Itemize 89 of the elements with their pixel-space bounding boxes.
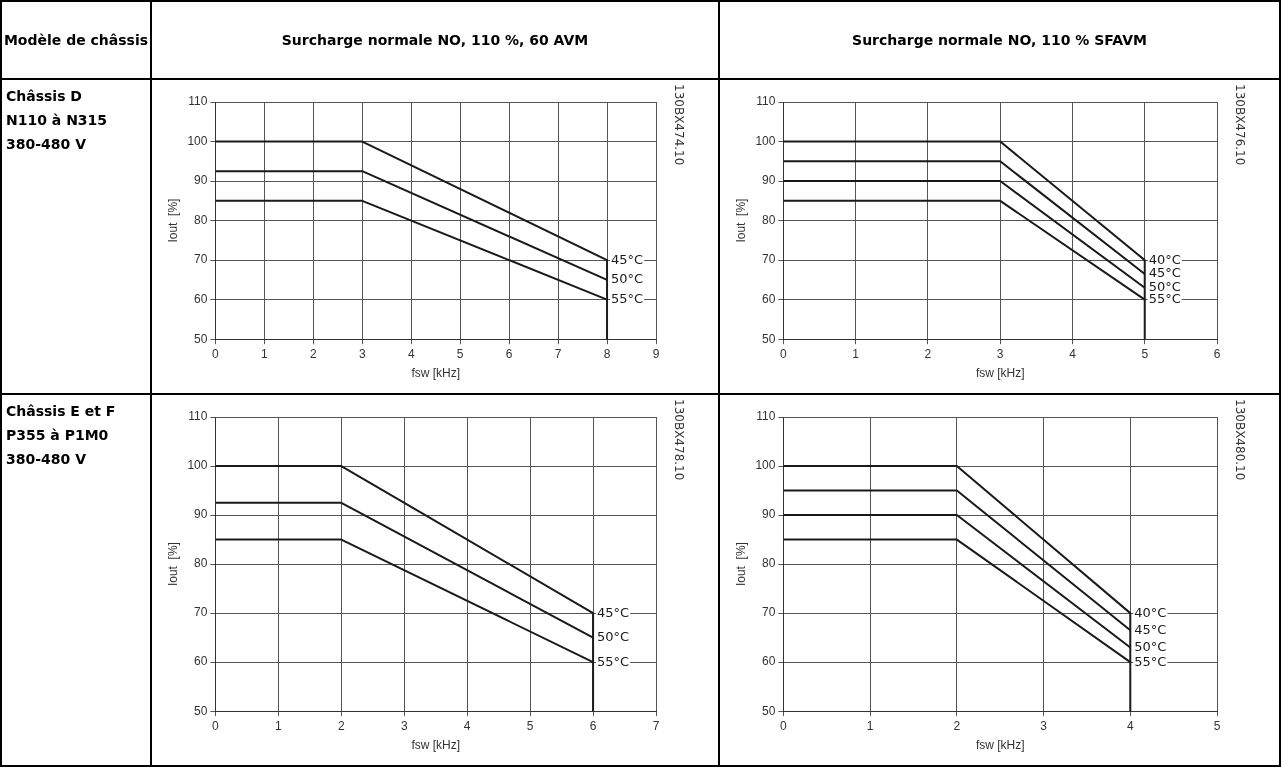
series-label: 40°C [1148,251,1181,267]
series-label: 50°C [611,271,644,287]
x-tick-label: 4 [407,346,415,361]
x-tick-label: 3 [1040,718,1048,733]
text: Châssis D N110 à N315 380-480 V [2,80,152,395]
y-tick-label: 100 [187,133,208,148]
x-tick-label: 8 [603,346,611,361]
text: Modèle de châssis [2,2,152,80]
x-tick-label: 2 [953,718,961,733]
y-tick-label: 80 [762,212,776,227]
text: 130BX480.10 [1232,399,1247,481]
x-tick-label: 1 [275,718,283,733]
x-tick-label: 3 [400,718,408,733]
y-tick-label: 100 [755,133,776,148]
series-label: 55°C [1148,291,1181,307]
x-tick-label: 4 [1126,718,1134,733]
y-tick-label: 80 [194,556,208,571]
y-tick-label: 110 [188,409,208,424]
y-tick-label: 80 [762,556,776,571]
y-tick-label: 110 [756,409,776,424]
x-tick-label: 3 [358,346,366,361]
y-tick-label: 90 [762,173,776,188]
x-tick-label: 6 [589,718,597,733]
y-tick-label: 50 [194,703,208,718]
y-tick-label: 90 [194,173,208,188]
x-tick-label: 7 [554,346,562,361]
y-tick-label: 110 [756,94,776,109]
x-tick-label: 3 [996,346,1004,361]
y-tick-label: 100 [755,458,776,473]
x-tick-label: 0 [780,718,788,733]
y-tick-label: 70 [194,605,208,620]
x-tick-label: 6 [1213,346,1221,361]
text: Surcharge normale NO, 110 % SFAVM [720,2,1281,80]
y-tick-label: 70 [194,252,208,267]
x-tick-label: 5 [526,718,534,733]
series-label: 45°C [611,251,644,267]
y-tick-label: 110 [188,94,208,109]
y-tick-label: 60 [762,291,776,306]
y-tick-label: 90 [762,507,776,522]
x-axis-title: fsw [kHz] [411,738,461,753]
y-tick-label: 90 [194,507,208,522]
text: 130BX474.10 [671,84,686,166]
series-label: 45°C [1134,621,1167,637]
series-label: 55°C [611,291,644,307]
x-tick-label: 6 [505,346,513,361]
y-tick-label: 50 [194,331,208,346]
x-tick-label: 4 [1069,346,1077,361]
text: 130BX478.10 [671,399,686,481]
y-tick-label: 80 [194,212,208,227]
y-axis-title: Iout [%] [733,198,748,243]
series-label: 50°C [597,629,630,645]
series-label: 55°C [1134,653,1167,669]
x-tick-label: 5 [1141,346,1149,361]
x-tick-label: 0 [780,346,788,361]
x-tick-label: 5 [456,346,464,361]
x-axis-title: fsw [kHz] [411,366,461,381]
text: Châssis E et F P355 à P1M0 380-480 V [2,395,152,767]
y-axis-title: Iout [%] [733,542,748,587]
x-tick-label: 0 [212,346,220,361]
y-axis-title: Iout [%] [165,542,180,587]
x-tick-label: 2 [309,346,317,361]
x-axis-title: fsw [kHz] [975,366,1025,381]
y-tick-label: 70 [762,605,776,620]
series-label: 45°C [597,604,630,620]
series-label: 40°C [1134,604,1167,620]
x-tick-label: 0 [212,718,220,733]
y-axis-title: Iout [%] [165,198,180,243]
x-tick-label: 2 [924,346,932,361]
y-tick-label: 60 [194,654,208,669]
y-tick-label: 70 [762,252,776,267]
text: 130BX476.10 [1232,84,1247,166]
x-tick-label: 4 [463,718,471,733]
series-label: 55°C [597,653,630,669]
x-tick-label: 9 [652,346,660,361]
x-tick-label: 5 [1213,718,1221,733]
y-tick-label: 60 [762,654,776,669]
y-tick-label: 50 [762,331,776,346]
series-label: 45°C [1148,265,1181,281]
series-label: 50°C [1134,638,1167,654]
text: Surcharge normale NO, 110 %, 60 AVM [152,2,720,80]
x-tick-label: 7 [652,718,660,733]
x-tick-label: 1 [852,346,860,361]
x-tick-label: 2 [337,718,345,733]
y-tick-label: 50 [762,703,776,718]
x-tick-label: 1 [866,718,874,733]
y-tick-label: 60 [194,291,208,306]
y-tick-label: 100 [187,458,208,473]
x-axis-title: fsw [kHz] [975,738,1025,753]
x-tick-label: 1 [261,346,269,361]
